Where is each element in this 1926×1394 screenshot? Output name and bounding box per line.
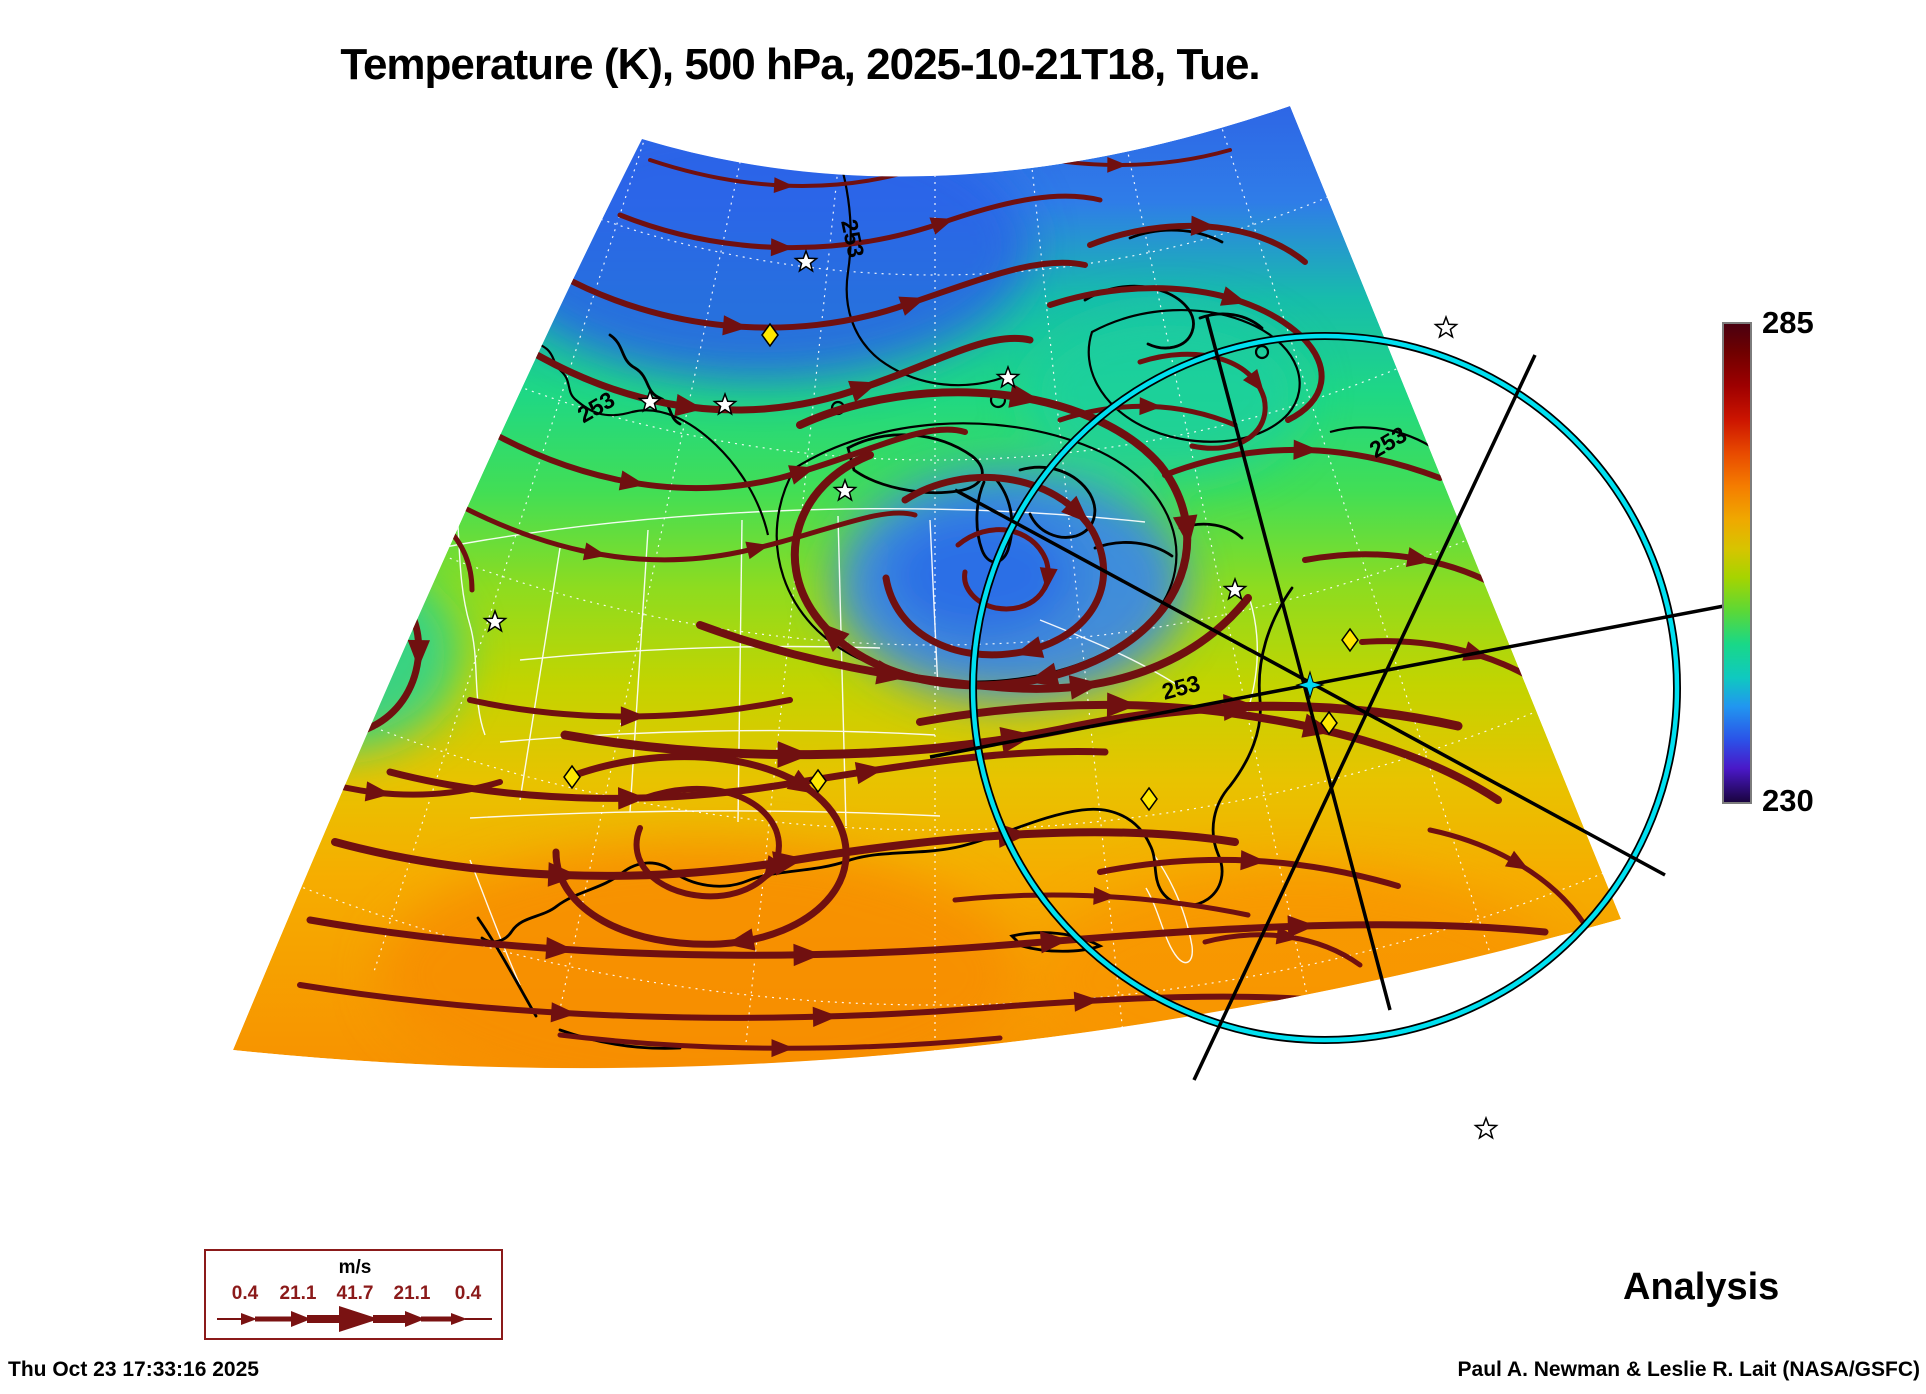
page-title: Temperature (K), 500 hPa, 2025-10-21T18,… (340, 40, 1260, 89)
diamond-marker (1341, 627, 1359, 653)
instrument-circle-overlay (929, 316, 1746, 1081)
svg-text:0.4: 0.4 (455, 1283, 482, 1304)
diamond-marker (761, 322, 779, 348)
diamond-marker (809, 768, 827, 794)
svg-text:0.4: 0.4 (232, 1283, 259, 1304)
star-marker (1222, 576, 1248, 601)
colorbar-max-label: 285 (1762, 305, 1814, 340)
diamond-marker (563, 764, 581, 790)
render-timestamp: Thu Oct 23 17:33:16 2025 (8, 1358, 259, 1381)
wind-legend-units: m/s (339, 1257, 372, 1278)
wind-legend-values: 0.4 21.1 41.7 21.1 0.4 (232, 1283, 482, 1304)
colorbar-gradient (1724, 324, 1750, 802)
svg-text:21.1: 21.1 (280, 1283, 317, 1304)
streamline-arrowheads (295, 144, 1529, 1058)
graticule-grid (233, 129, 1621, 1060)
star-marker (712, 391, 738, 416)
location-markers (482, 248, 1499, 1140)
colorbar (1722, 322, 1752, 804)
star-marker (995, 364, 1021, 389)
svg-text:21.1: 21.1 (394, 1283, 431, 1304)
diamond-marker (1320, 710, 1338, 736)
wind-speed-arrow-icon (217, 1306, 492, 1332)
wind-speed-legend: m/s 0.4 21.1 41.7 21.1 0.4 (204, 1249, 503, 1340)
star-marker (1433, 314, 1459, 339)
credit-text: Paul A. Newman & Leslie R. Lait (NASA/GS… (1457, 1358, 1920, 1381)
svg-text:41.7: 41.7 (337, 1283, 374, 1304)
diamond-marker (1140, 786, 1158, 812)
star-marker (482, 608, 508, 633)
colorbar-min-label: 230 (1762, 783, 1814, 818)
star-marker (793, 248, 819, 273)
star-marker (1473, 1115, 1499, 1140)
analysis-label: Analysis (1623, 1266, 1780, 1308)
star-marker (832, 477, 858, 502)
star-marker (637, 388, 663, 413)
wind-streamlines (252, 133, 1588, 1051)
